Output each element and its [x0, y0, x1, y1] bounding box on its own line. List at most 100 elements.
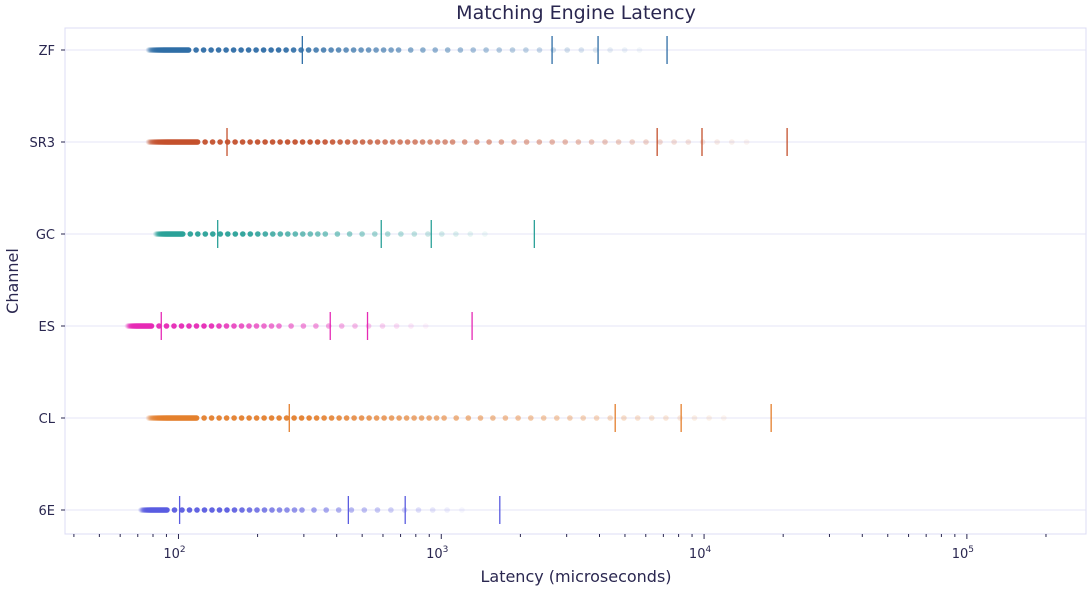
- data-point: [202, 139, 208, 145]
- data-point: [422, 323, 429, 329]
- data-point: [145, 47, 152, 53]
- data-point: [328, 415, 335, 421]
- data-point: [615, 139, 622, 145]
- data-point: [268, 415, 275, 421]
- data-point: [208, 47, 214, 53]
- data-point: [384, 231, 391, 237]
- data-point: [498, 139, 505, 145]
- data-point: [215, 47, 222, 53]
- data-point: [419, 139, 426, 145]
- data-point: [465, 415, 472, 421]
- data-point: [352, 139, 358, 145]
- data-point: [621, 415, 627, 421]
- data-point: [482, 231, 488, 237]
- data-point: [290, 47, 297, 53]
- data-point: [262, 231, 269, 237]
- data-point: [163, 323, 170, 329]
- data-point: [358, 415, 365, 421]
- data-point: [299, 139, 306, 145]
- data-point: [154, 231, 160, 237]
- data-point: [352, 323, 358, 329]
- data-point: [261, 323, 267, 329]
- data-point: [284, 507, 290, 513]
- data-point: [321, 415, 327, 421]
- y-axis-title: Channel: [3, 248, 22, 314]
- data-point: [292, 231, 299, 237]
- data-point: [139, 507, 145, 513]
- data-point: [254, 231, 261, 237]
- data-point: [253, 323, 260, 329]
- data-point: [425, 231, 431, 237]
- data-point: [714, 139, 720, 145]
- data-point: [449, 139, 456, 145]
- data-point: [223, 47, 229, 53]
- series-SR3: [145, 128, 788, 156]
- data-point: [592, 47, 599, 53]
- data-point: [671, 139, 677, 145]
- data-point: [231, 323, 237, 329]
- data-point: [148, 323, 155, 329]
- data-point: [150, 139, 157, 145]
- data-point: [477, 415, 484, 421]
- data-point: [685, 139, 692, 145]
- data-point: [348, 507, 355, 513]
- data-point: [528, 415, 534, 421]
- data-point: [193, 323, 200, 329]
- data-point: [388, 507, 394, 513]
- data-point: [643, 139, 649, 145]
- data-point: [246, 507, 253, 513]
- data-point: [388, 47, 394, 53]
- data-point: [602, 139, 608, 145]
- data-point: [588, 139, 595, 145]
- data-point: [388, 415, 395, 421]
- data-point: [691, 415, 698, 421]
- data-point: [373, 47, 379, 53]
- data-point: [396, 415, 402, 421]
- data-point: [313, 415, 320, 421]
- x-axis: 102 103 104 105: [73, 534, 1047, 562]
- data-point: [657, 139, 663, 145]
- data-point: [210, 231, 216, 237]
- data-point: [398, 231, 404, 237]
- data-point: [429, 507, 436, 513]
- data-point: [328, 47, 334, 53]
- data-point: [146, 139, 153, 145]
- data-point: [496, 47, 503, 53]
- data-point: [470, 47, 477, 53]
- data-point: [721, 415, 727, 421]
- data-point: [373, 415, 380, 421]
- series-ES: [124, 312, 473, 340]
- data-point: [239, 507, 245, 513]
- data-point: [677, 415, 683, 421]
- data-point: [483, 47, 489, 53]
- data-point: [344, 139, 351, 145]
- data-point: [593, 415, 600, 421]
- data-point: [343, 47, 349, 53]
- data-point: [201, 507, 208, 513]
- data-point: [238, 415, 245, 421]
- data-point: [193, 47, 199, 53]
- data-point: [288, 323, 294, 329]
- data-point: [381, 415, 387, 421]
- data-point: [148, 415, 155, 421]
- data-point: [260, 47, 267, 53]
- data-point: [171, 507, 178, 513]
- y-tick-label: ZF: [39, 44, 55, 59]
- data-point: [299, 507, 305, 513]
- data-point: [441, 415, 447, 421]
- data-point: [439, 231, 445, 237]
- data-point: [138, 507, 144, 513]
- y-tick-label: 6E: [39, 504, 56, 519]
- y-axis: ZF SR3 GC ES CL 6E: [29, 44, 65, 519]
- data-point: [621, 47, 628, 53]
- data-point: [185, 47, 192, 53]
- data-point: [314, 139, 321, 145]
- data-point: [291, 415, 297, 421]
- data-point: [239, 139, 246, 145]
- data-point: [275, 47, 282, 53]
- data-point: [412, 139, 418, 145]
- data-point: [634, 415, 641, 421]
- data-point: [180, 231, 186, 237]
- data-point: [276, 507, 283, 513]
- x-tick-label: 105: [952, 545, 974, 562]
